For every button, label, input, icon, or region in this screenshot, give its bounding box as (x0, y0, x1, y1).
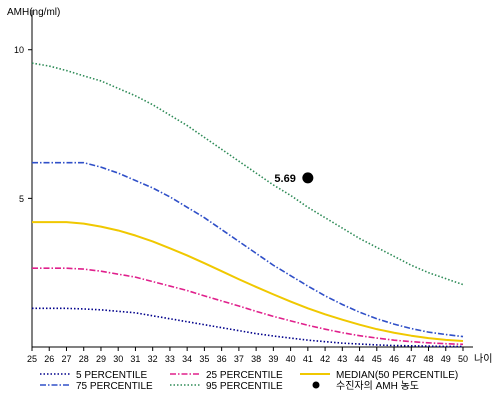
x-tick-label: 40 (286, 354, 296, 364)
series-line-2 (32, 161, 464, 338)
x-tick-label: 29 (96, 354, 106, 364)
legend-label: 수진자의 AMH 농도 (336, 380, 419, 392)
x-tick-label: 43 (337, 354, 347, 364)
x-tick-label: 31 (130, 354, 140, 364)
x-tick-label: 42 (320, 354, 330, 364)
x-tick-label: 45 (372, 354, 382, 364)
x-tick-label: 50 (458, 354, 468, 364)
y-ticks: 5 10 (14, 45, 32, 204)
series-line-5 (32, 221, 464, 343)
legend: 5 PERCENTILE 25 PERCENTILE MEDIAN(50 PERCE… (40, 370, 458, 392)
x-tick-label: 39 (268, 354, 278, 364)
x-axis-label: 나이 (474, 353, 492, 365)
x-tick-label: 30 (113, 354, 123, 364)
legend-label: 75 PERCENTILE (76, 381, 153, 392)
x-tick-label: 33 (165, 354, 175, 364)
x-tick-label: 37 (234, 354, 244, 364)
x-tick-label: 32 (148, 354, 158, 364)
legend-label: 95 PERCENTILE (206, 381, 283, 392)
series-line-1 (32, 307, 463, 348)
legend-swatch-patient (312, 381, 320, 389)
x-tick-label: 28 (79, 354, 89, 364)
axes: AMH(ng/ml) 나이 (7, 7, 492, 365)
x-tick-label: 36 (217, 354, 227, 364)
x-tick-label: 35 (199, 354, 209, 364)
patient-point (302, 172, 314, 184)
x-tick-label: 44 (355, 354, 365, 364)
x-tick-label: 47 (406, 354, 416, 364)
patient-value-label: 5.69 (274, 173, 295, 185)
x-tick-label: 26 (44, 354, 54, 364)
legend-label: MEDIAN(50 PERCENTILE) (336, 370, 458, 381)
patient-layer: 5.69 (274, 172, 314, 185)
y-tick-label: 5 (19, 194, 24, 204)
y-axis-label: AMH(ng/ml) (7, 7, 60, 18)
series-line-4 (31, 62, 464, 286)
x-tick-label: 25 (27, 354, 37, 364)
x-tick-label: 34 (182, 354, 192, 364)
x-tick-label: 48 (424, 354, 434, 364)
series-line-3 (32, 267, 464, 346)
y-tick-label: 10 (14, 45, 24, 55)
series-layer (31, 62, 464, 348)
legend-label: 5 PERCENTILE (76, 370, 147, 381)
x-tick-label: 38 (251, 354, 261, 364)
x-ticks: 25 26 27 28 29 30 31 32 33 34 35 36 37 38 39 40 41 42 43 44… (27, 347, 468, 364)
legend-label: 25 PERCENTILE (206, 370, 283, 381)
x-tick-label: 49 (441, 354, 451, 364)
x-tick-label: 41 (303, 354, 313, 364)
x-tick-label: 46 (389, 354, 399, 364)
x-tick-label: 27 (61, 354, 71, 364)
